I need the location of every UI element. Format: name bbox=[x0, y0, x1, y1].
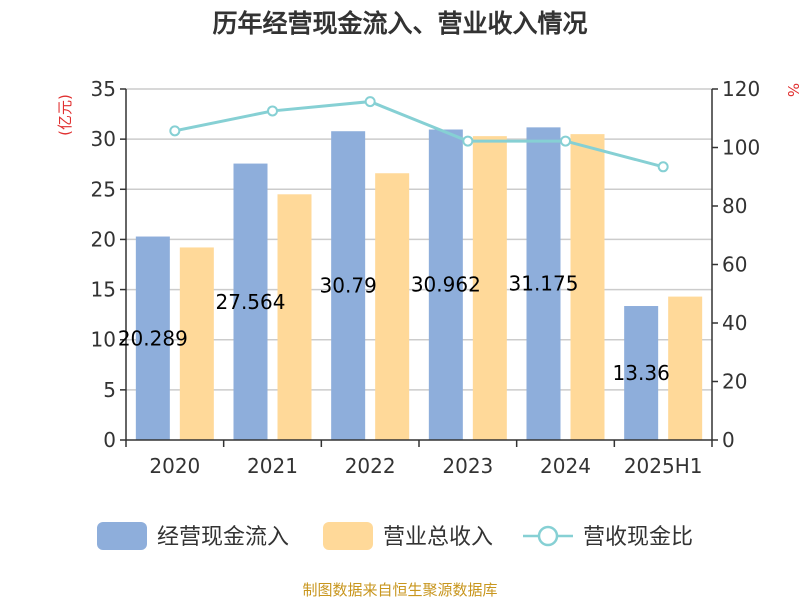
right-tick-label-6: 120 bbox=[722, 77, 760, 101]
bar-revenue-2020 bbox=[179, 247, 214, 440]
left-tick-label-0: 0 bbox=[103, 428, 116, 452]
axes bbox=[125, 89, 713, 441]
point-ratio-2023 bbox=[462, 135, 474, 147]
bar-cash-inflow-2020 bbox=[135, 236, 170, 440]
bar-revenue-2021 bbox=[277, 194, 312, 440]
bar-revenue-2024 bbox=[570, 134, 605, 440]
right-axis-ticks: 0 20 40 60 80 100 120 bbox=[712, 77, 760, 452]
left-tick-label-3: 15 bbox=[91, 278, 116, 302]
x-tick-label-2024: 2024 bbox=[540, 454, 591, 478]
left-tick-label-7: 35 bbox=[91, 77, 116, 101]
left-tick-label-6: 30 bbox=[91, 127, 116, 151]
right-tick-label-2: 40 bbox=[722, 311, 747, 335]
bar-cash-inflow-2023 bbox=[428, 129, 463, 441]
data-label-cash-inflow-2023: 30.962 bbox=[411, 273, 481, 297]
point-ratio-2021 bbox=[267, 105, 278, 117]
right-tick-label-3: 60 bbox=[722, 253, 747, 277]
gridlines bbox=[126, 88, 712, 391]
x-tick-label-2022: 2022 bbox=[345, 454, 396, 478]
data-label-cash-inflow-2022: 30.79 bbox=[320, 274, 377, 298]
right-tick-label-5: 100 bbox=[722, 136, 760, 160]
source-note: 制图数据来自恒生聚源数据库 bbox=[302, 581, 497, 599]
bar-cash-inflow-2025H1 bbox=[624, 306, 659, 440]
data-labels: 20.289 27.564 30.79 30.962 31.175 13.36 bbox=[118, 272, 670, 385]
data-label-cash-inflow-2024: 31.175 bbox=[509, 272, 579, 296]
line-ratio bbox=[174, 100, 664, 169]
point-ratio-2024 bbox=[560, 135, 571, 147]
legend-label-revenue: 营业总收入 bbox=[383, 525, 493, 550]
left-axis-unit: (亿元) bbox=[56, 94, 74, 136]
right-tick-label-0: 0 bbox=[722, 428, 735, 452]
point-ratio-2020 bbox=[169, 125, 181, 137]
line-series bbox=[169, 96, 669, 173]
legend-swatch-cash-inflow bbox=[97, 522, 147, 550]
x-axis-ticks: 2020 2021 2022 2023 2024 2025H1 bbox=[125, 440, 713, 478]
data-label-cash-inflow-2025H1: 13.36 bbox=[613, 361, 670, 385]
left-tick-label-4: 20 bbox=[91, 227, 116, 251]
right-tick-label-1: 20 bbox=[722, 370, 747, 394]
legend-marker-ratio bbox=[537, 525, 559, 547]
chart-title: 历年经营现金流入、营业收入情况 bbox=[212, 9, 587, 38]
bar-revenue-2022 bbox=[375, 173, 410, 441]
data-label-cash-inflow-2020: 20.289 bbox=[118, 326, 188, 350]
x-tick-label-2020: 2020 bbox=[149, 454, 200, 478]
left-tick-label-2: 10 bbox=[91, 328, 116, 352]
bar-series bbox=[135, 127, 703, 441]
data-label-cash-inflow-2021: 27.564 bbox=[216, 290, 286, 314]
x-tick-label-2023: 2023 bbox=[442, 454, 493, 478]
point-ratio-2025H1 bbox=[657, 161, 669, 173]
bar-cash-inflow-2024 bbox=[526, 127, 561, 440]
legend-swatch-revenue bbox=[323, 522, 373, 550]
bar-revenue-2025H1 bbox=[668, 296, 703, 440]
bar-revenue-2023 bbox=[472, 136, 507, 441]
legend-label-cash-inflow: 经营现金流入 bbox=[157, 525, 289, 550]
x-tick-label-2021: 2021 bbox=[247, 454, 298, 478]
left-tick-label-5: 25 bbox=[91, 177, 116, 201]
right-axis-unit: % bbox=[784, 83, 800, 97]
left-tick-label-1: 5 bbox=[103, 378, 116, 402]
point-ratio-2022 bbox=[364, 96, 376, 108]
left-axis-ticks: 0 5 10 15 20 25 30 35 bbox=[91, 77, 126, 452]
legend: 经营现金流入 营业总收入 营收现金比 bbox=[97, 522, 693, 550]
x-tick-label-2025H1: 2025H1 bbox=[624, 454, 703, 478]
bar-cash-inflow-2022 bbox=[331, 131, 366, 441]
bar-cash-inflow-2021 bbox=[233, 163, 268, 441]
right-tick-label-4: 80 bbox=[722, 194, 747, 218]
legend-label-ratio: 营收现金比 bbox=[583, 525, 693, 550]
